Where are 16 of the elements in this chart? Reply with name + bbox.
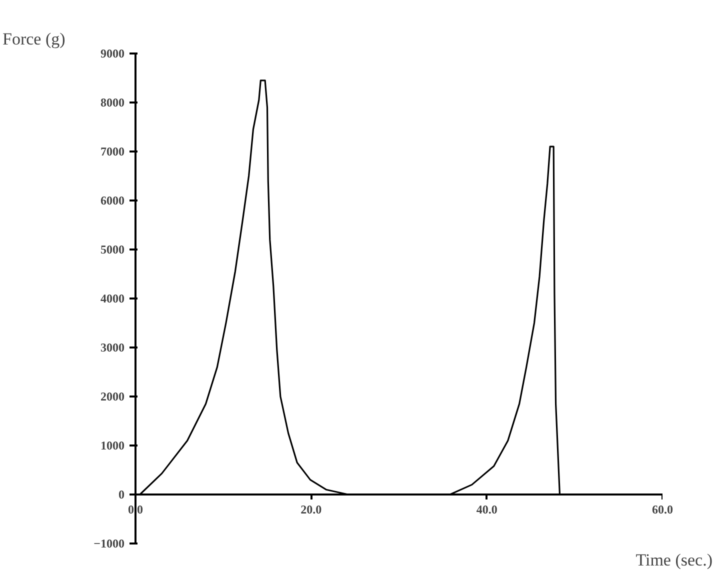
x-axis-title: Time (sec.)	[636, 550, 713, 570]
x-tick-label: 60.0	[652, 502, 673, 516]
y-axis-title: Force (g)	[2, 30, 66, 48]
y-tick-label: 8000	[100, 96, 124, 110]
y-tick-label: 6000	[100, 194, 124, 208]
y-tick-label: 1000	[100, 438, 124, 452]
y-tick-label: 9000	[100, 46, 124, 60]
y-tick-label: 0	[118, 488, 124, 502]
y-tick-label: 3000	[100, 340, 124, 354]
y-tick-label: 4000	[100, 292, 124, 306]
y-tick-label: 5000	[100, 242, 124, 256]
y-tick-label: −1000	[94, 536, 125, 550]
x-tick-label: 20.0	[300, 502, 322, 516]
y-tick-label: 2000	[100, 390, 124, 404]
x-tick-label: 40.0	[476, 502, 498, 516]
y-tick-label: 7000	[100, 144, 124, 158]
